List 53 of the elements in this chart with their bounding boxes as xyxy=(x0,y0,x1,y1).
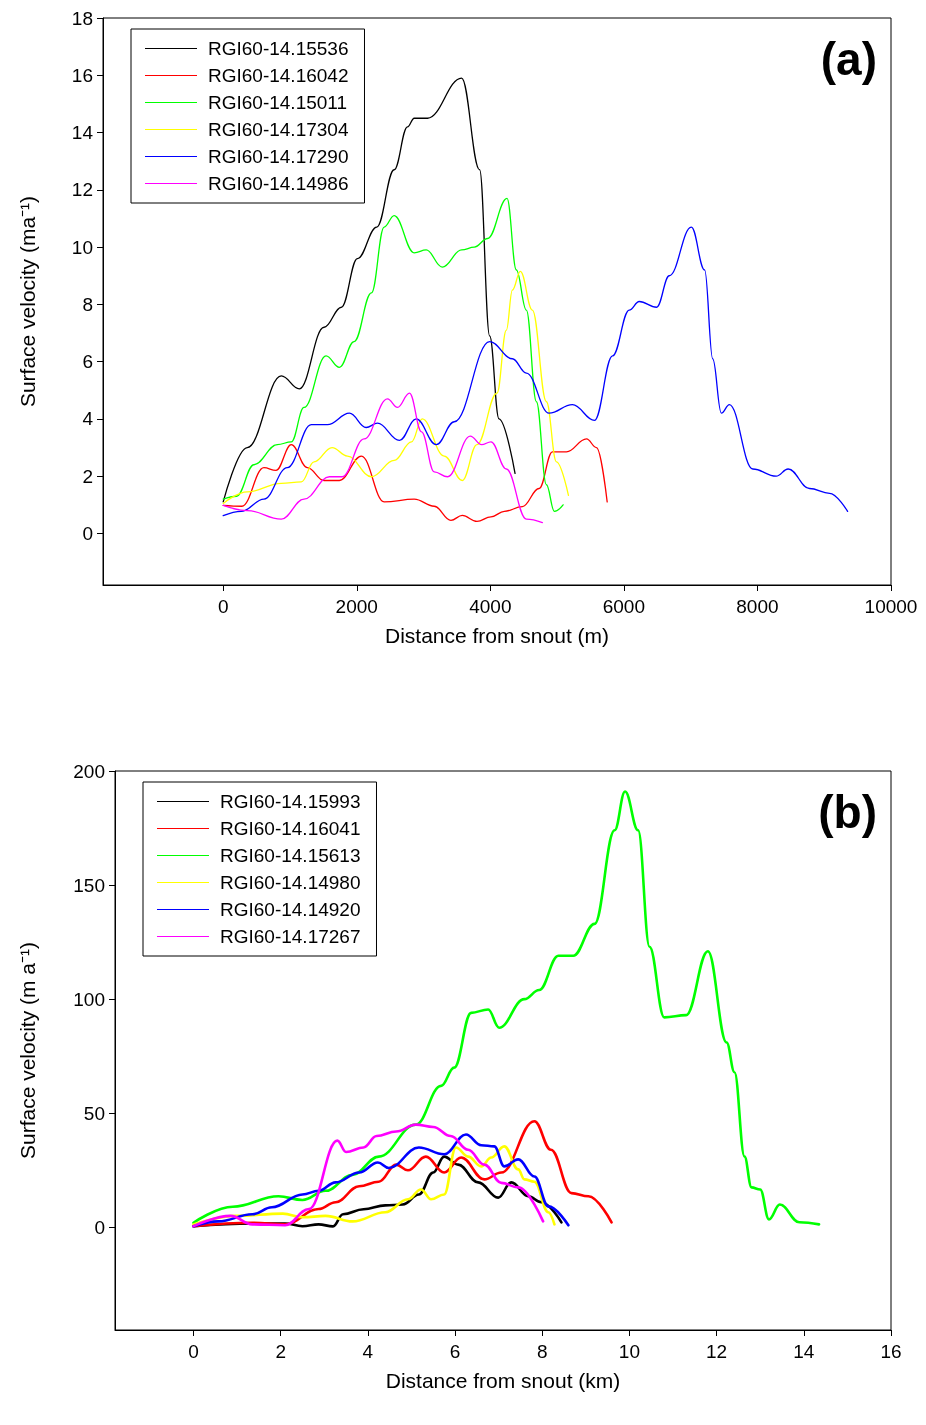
legend-label: RGI60-14.17304 xyxy=(208,119,349,140)
x-tick-label: 10 xyxy=(618,1341,640,1362)
y-tick-label: 16 xyxy=(71,64,93,86)
y-tick-label: 150 xyxy=(73,874,105,896)
y-tick-label: 10 xyxy=(71,236,93,258)
x-tick-label: 4 xyxy=(362,1341,374,1362)
legend-label: RGI60-14.15011 xyxy=(208,92,348,113)
y-tick-label: 8 xyxy=(82,293,93,315)
line-series xyxy=(222,197,564,513)
y-tick-label: 2 xyxy=(82,465,93,487)
x-axis-title: Distance from snout (m) xyxy=(384,624,610,647)
y-axis-title: Surface velocity (m a⁻¹) xyxy=(16,941,39,1160)
x-tick-label: 0 xyxy=(188,1341,199,1362)
legend-label: RGI60-14.14986 xyxy=(208,173,349,194)
annotation: (a) xyxy=(820,33,878,85)
line-series xyxy=(222,270,570,505)
y-tick-label: 18 xyxy=(71,7,93,29)
legend-label: RGI60-14.14980 xyxy=(220,872,361,893)
x-tick-label: 10000 xyxy=(864,596,918,617)
y-tick-label: 6 xyxy=(82,351,93,373)
y-tick-label: 14 xyxy=(71,122,94,144)
y-tick-label: 0 xyxy=(94,1216,105,1238)
x-tick-label: 14 xyxy=(793,1341,815,1362)
x-axis-title: Distance from snout (km) xyxy=(385,1369,621,1392)
x-tick-label: 8 xyxy=(536,1341,548,1362)
legend-label: RGI60-14.17267 xyxy=(220,926,361,947)
line-series xyxy=(192,790,821,1226)
x-tick-label: 8000 xyxy=(736,596,779,617)
legend-label: RGI60-14.15993 xyxy=(220,791,361,812)
x-tick-label: 2000 xyxy=(335,596,378,617)
legend-label: RGI60-14.16042 xyxy=(208,65,349,86)
legend-label: RGI60-14.14920 xyxy=(220,899,361,920)
y-tick-label: 4 xyxy=(82,408,94,430)
y-tick-label: 100 xyxy=(73,988,105,1010)
y-tick-label: 0 xyxy=(82,522,93,544)
x-tick-label: 12 xyxy=(706,1341,728,1362)
legend-label: RGI60-14.15536 xyxy=(208,38,349,59)
y-axis-title: Surface velocity (ma⁻¹) xyxy=(16,195,39,408)
x-tick-label: 6 xyxy=(449,1341,461,1362)
line-series xyxy=(222,226,849,517)
line-series xyxy=(222,392,544,524)
annotation: (b) xyxy=(818,786,878,838)
legend-label: RGI60-14.15613 xyxy=(220,845,361,866)
legend-label: RGI60-14.17290 xyxy=(208,146,349,167)
y-tick-label: 50 xyxy=(83,1102,105,1124)
legend-label: RGI60-14.16041 xyxy=(220,818,361,839)
y-tick-label: 12 xyxy=(71,179,93,201)
x-tick-label: 4000 xyxy=(469,596,512,617)
x-tick-label: 0 xyxy=(217,596,229,617)
x-tick-label: 6000 xyxy=(602,596,646,617)
x-tick-label: 16 xyxy=(880,1341,902,1362)
y-tick-label: 200 xyxy=(73,760,105,782)
x-tick-label: 2 xyxy=(275,1341,286,1362)
